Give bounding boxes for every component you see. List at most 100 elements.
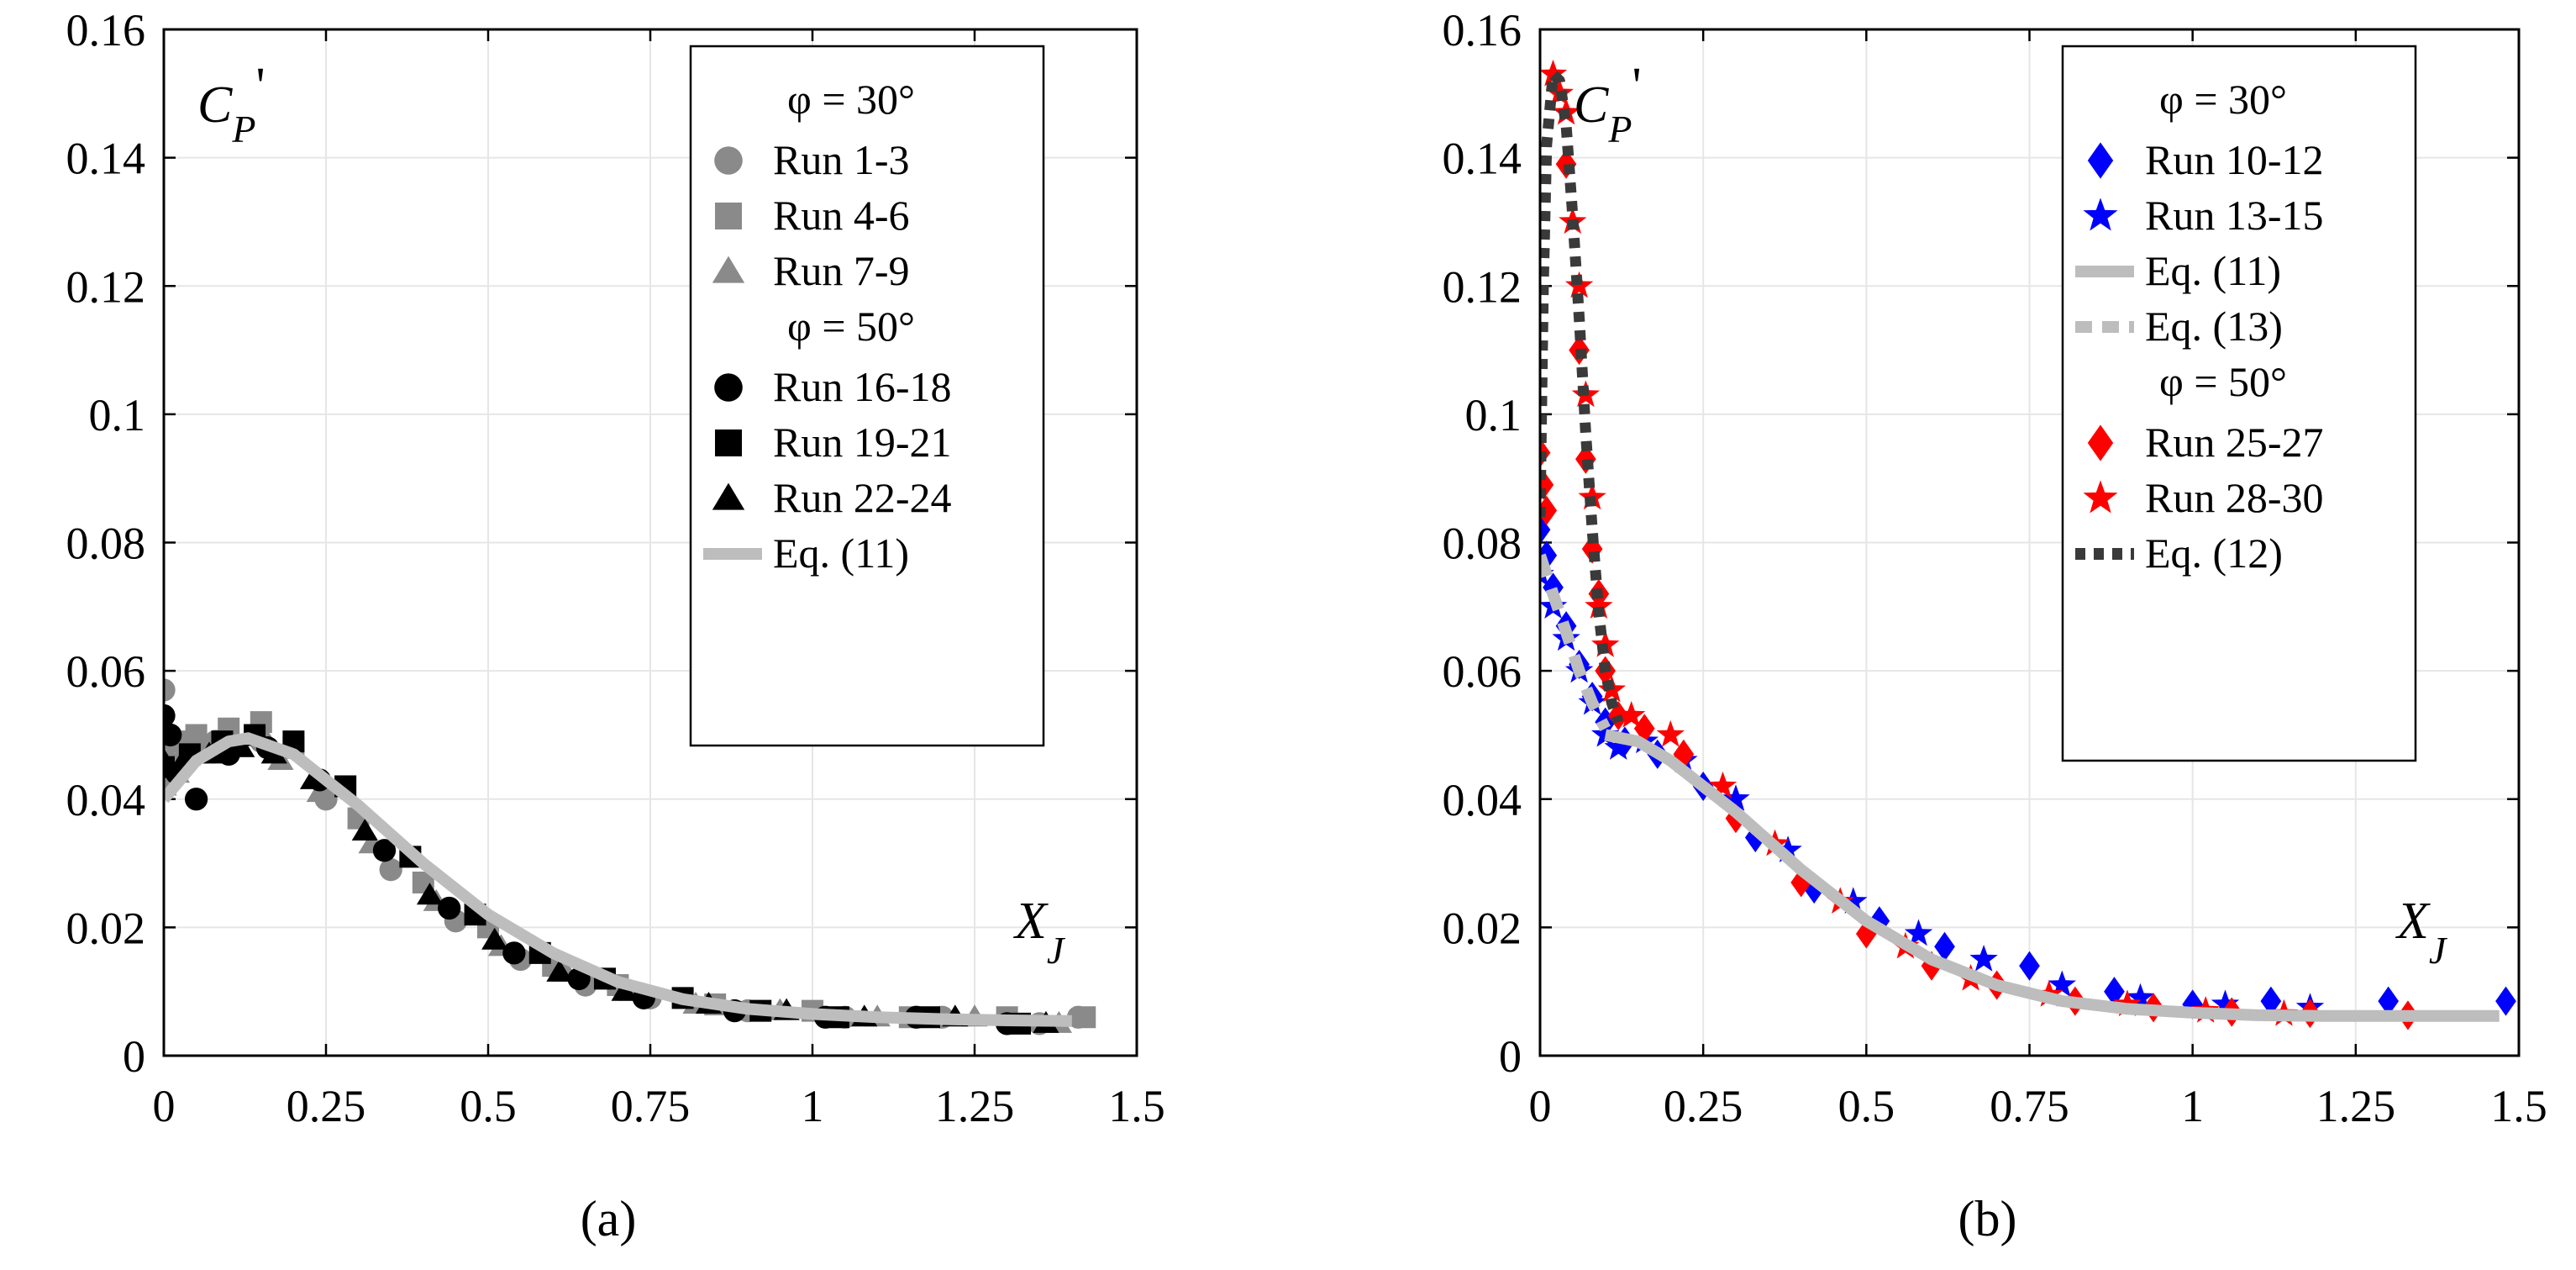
legend-label: Run 25-27 [2145, 419, 2324, 466]
data-point [164, 678, 176, 702]
data-point [184, 788, 208, 811]
data-point [164, 704, 176, 728]
data-point [164, 723, 182, 747]
legend-marker [712, 256, 745, 283]
data-point [1656, 719, 1685, 747]
y-axis-label-main: C [197, 76, 233, 134]
data-point [1575, 444, 1596, 474]
data-point [502, 941, 526, 965]
axes-frame [162, 28, 1138, 1057]
legend-label: Run 10-12 [2145, 136, 2324, 183]
legend-marker [715, 429, 742, 456]
data-point [2211, 989, 2240, 1017]
chart-panel-a: 0 0.25 0.5 0.75 1 1.25 1.5 0 0.02 0.04 0.06 0.08 0.1… [66, 5, 1165, 1246]
y-tick-label: 0.14 [1443, 134, 1522, 184]
y-tick-label: 0.04 [66, 775, 146, 825]
data-point [2378, 986, 2400, 1016]
legend-box [2061, 45, 2417, 762]
legend-marker [2087, 142, 2114, 179]
legend-label: Eq. (13) [2145, 303, 2283, 350]
data-point [1722, 784, 1750, 811]
y-tick-label: 0.12 [1443, 261, 1522, 312]
ticks: 0 0.25 0.5 0.75 1 1.25 1.5 0 0.02 0.04 0.06 0.08 0.1… [66, 5, 1165, 1131]
x-axis-label: XJ [2395, 893, 2448, 972]
data-point [416, 883, 444, 905]
data-point [2019, 951, 2040, 981]
y-axis-label-main: C [1574, 76, 1609, 134]
y-tick-label: 0.1 [1465, 390, 1522, 440]
legend-marker [2083, 480, 2118, 514]
legend-header: φ = 30° [2159, 76, 2287, 123]
data-point [1839, 887, 1868, 914]
y-tick-label: 0.12 [66, 261, 146, 312]
y-tick-label: 0.16 [66, 5, 146, 55]
data-point [1555, 149, 1577, 179]
x-axis-label: XJ [1012, 893, 1066, 972]
x-axis-label-main: X [1012, 893, 1049, 950]
data-point [1578, 482, 1606, 510]
data-point [372, 839, 397, 862]
legend-label: Run 13-15 [2145, 192, 2324, 239]
x-tick-label: 0 [1529, 1081, 1552, 1131]
data-point [1540, 514, 1551, 545]
y-tick-label: 0.02 [1443, 903, 1522, 953]
x-tick-label: 0.75 [611, 1081, 691, 1131]
data-point [351, 818, 378, 841]
data-point [2048, 970, 2076, 998]
data-point [1708, 771, 1737, 798]
y-axis-label-prime: ' [255, 58, 265, 115]
y-tick-label: 0.08 [66, 519, 146, 569]
data-point [1969, 945, 1998, 972]
legend-label: Run 7-9 [773, 247, 910, 294]
legend-box [689, 45, 1045, 747]
legend-label: Run 16-18 [773, 363, 952, 410]
data-point [2113, 989, 2142, 1017]
legend-label: Run 19-21 [773, 419, 952, 466]
legend-item-run-16-18: Run 16-18 [714, 363, 952, 410]
legend-label: Eq. (12) [2145, 530, 2283, 577]
legend-label: Eq. (11) [2145, 247, 2281, 294]
chart-panel-b: 0 0.25 0.5 0.75 1 1.25 1.5 0 0.02 0.04 0.06 0.08 0.1… [1443, 5, 2547, 1246]
legend-item-run-22-24: Run 22-24 [712, 474, 952, 521]
data-point [229, 735, 255, 757]
x-tick-label: 0.75 [1990, 1081, 2069, 1131]
legend-item-run-4-6: Run 4-6 [715, 192, 910, 239]
legend-item-run-19-21: Run 19-21 [715, 419, 952, 466]
data-point [1540, 495, 1558, 525]
legend-label: Run 1-3 [773, 136, 910, 183]
legend-marker [712, 482, 745, 510]
x-axis-label-sub: J [1047, 929, 1066, 972]
axes-frame [1538, 28, 2521, 1057]
y-tick-label: 0.02 [66, 903, 146, 953]
y-tick-label: 0.1 [89, 390, 146, 440]
series-line-eq-13 [1540, 553, 1611, 731]
data-point [2260, 986, 2282, 1016]
data-point [1604, 733, 1632, 760]
series-line-eq-11 [1604, 729, 2500, 1022]
panel-caption: (b) [1958, 1191, 2017, 1246]
y-tick-label: 0.14 [66, 134, 146, 184]
y-axis-label-sub: P [1607, 108, 1632, 150]
y-tick-label: 0.16 [1443, 5, 1522, 55]
x-tick-label: 1.25 [935, 1081, 1015, 1131]
data-point [1581, 534, 1603, 564]
legend: φ = 30° Run 10-12 Run 13-15 Eq. (11) Eq. (13… [2061, 45, 2417, 762]
y-tick-label: 0.06 [1443, 646, 1522, 697]
legend-header: φ = 50° [787, 303, 915, 350]
ticks: 0 0.25 0.5 0.75 1 1.25 1.5 0 0.02 0.04 0.06 0.08 0.1… [1443, 5, 2547, 1131]
series-line-eq-12 [1540, 68, 1624, 725]
y-tick-label: 0 [1499, 1031, 1522, 1082]
data-point [1774, 835, 1802, 862]
legend-item-eq-12: Eq. (12) [2075, 530, 2283, 577]
legend-marker [714, 373, 743, 402]
legend-label: Run 28-30 [2145, 474, 2324, 521]
x-tick-label: 1.5 [1108, 1081, 1165, 1131]
y-tick-label: 0.04 [1443, 775, 1522, 825]
plot-area [164, 678, 1096, 1035]
x-tick-label: 0.5 [460, 1081, 517, 1131]
y-axis-label: CP' [1574, 58, 1642, 150]
x-axis-label-main: X [2395, 893, 2431, 950]
y-tick-label: 0.06 [66, 646, 146, 697]
data-point [611, 978, 638, 1001]
